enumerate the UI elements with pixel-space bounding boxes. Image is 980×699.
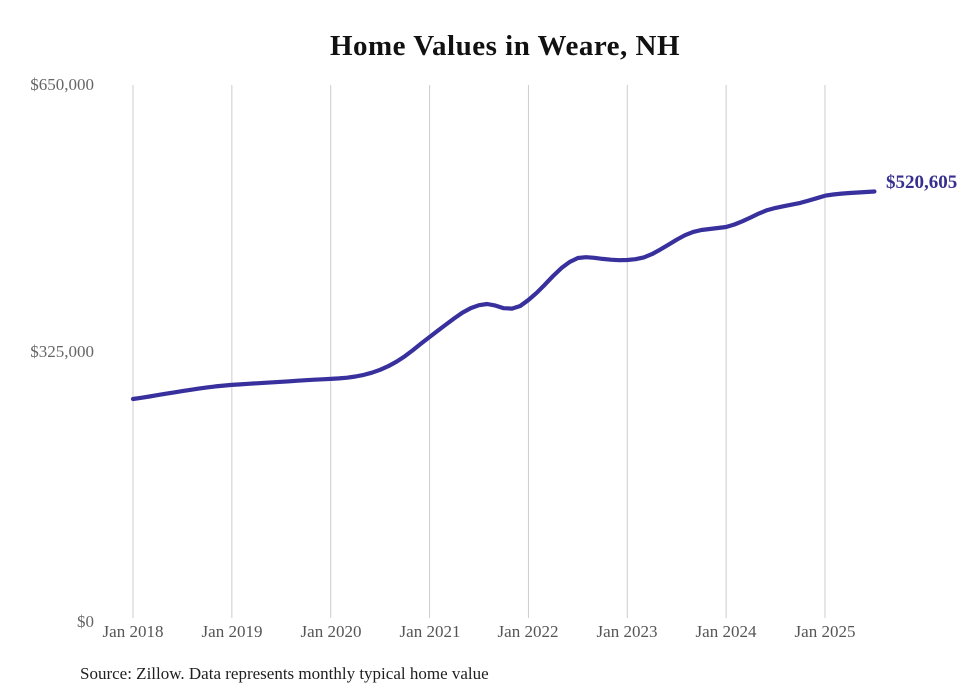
x-axis-tick-label: Jan 2021 — [399, 622, 461, 641]
x-axis-tick-label: Jan 2018 — [102, 622, 164, 641]
home-value-line — [130, 189, 877, 402]
source-note: Source: Zillow. Data represents monthly … — [80, 664, 489, 683]
y-axis-tick-label: $650,000 — [30, 75, 94, 94]
x-axis-tick-label: Jan 2025 — [794, 622, 856, 641]
x-axis-tick-label: Jan 2020 — [300, 622, 362, 641]
x-axis-tick-label: Jan 2019 — [201, 622, 263, 641]
x-axis-tick-label: Jan 2022 — [497, 622, 559, 641]
x-axis-tick-label: Jan 2024 — [695, 622, 757, 641]
chart-title: Home Values in Weare, NH — [329, 30, 681, 62]
latest-value-label: $520,605 — [886, 172, 958, 193]
x-axis-tick-label: Jan 2023 — [596, 622, 658, 641]
y-axis-tick-label: $325,000 — [30, 342, 94, 361]
y-axis-tick-label: $0 — [77, 612, 94, 631]
